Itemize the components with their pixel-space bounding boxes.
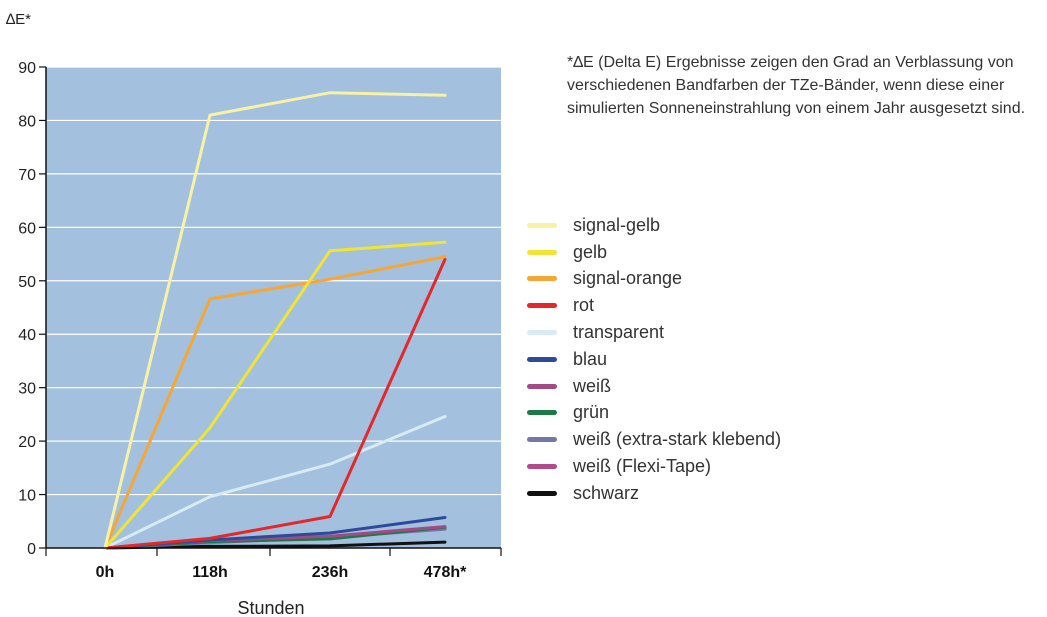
legend-label: schwarz	[573, 482, 640, 503]
y-tick-label: 50	[18, 274, 36, 291]
y-tick-label: 0	[27, 541, 36, 558]
legend-item: signal-orange	[527, 266, 781, 293]
legend-swatch	[527, 437, 557, 443]
y-tick-label: 10	[18, 488, 36, 505]
legend-item: weiß (Flexi-Tape)	[527, 453, 781, 480]
series-line-gelb	[103, 240, 447, 550]
x-tick-label: 236h	[312, 564, 348, 581]
legend-swatch	[527, 276, 557, 282]
x-tick-label: 118h	[192, 564, 228, 581]
gridlines	[46, 66, 501, 496]
x-ticks: 0h 118h 236h 478h*	[45, 548, 502, 581]
legend-label: transparent	[573, 322, 665, 343]
legend-swatch	[527, 356, 557, 362]
legend-item: weiß (extra-stark klebend)	[527, 426, 781, 453]
x-tick-label: 0h	[96, 564, 115, 581]
x-tick-label: 478h*	[424, 564, 467, 581]
series-line-rot	[103, 257, 447, 550]
legend-label: weiß (extra-stark klebend)	[573, 429, 782, 450]
legend-label: blau	[573, 348, 608, 369]
y-tick-label: 90	[18, 60, 36, 77]
legend-item: transparent	[527, 319, 781, 346]
series-lines	[103, 91, 447, 550]
legend-label: signal-gelb	[573, 214, 661, 235]
y-tick-label: 80	[18, 113, 36, 130]
y-axis-label: ∆E*	[6, 11, 31, 28]
legend-item: blau	[527, 346, 781, 373]
legend-label: grün	[573, 402, 610, 423]
y-tick-label: 30	[18, 381, 36, 398]
legend-swatch	[527, 464, 557, 470]
legend-item: gelb	[527, 239, 781, 266]
legend-swatch	[527, 490, 557, 496]
series-line-signal-gelb	[103, 91, 447, 550]
series-line-transparent	[103, 415, 447, 550]
legend-item: grün	[527, 400, 781, 427]
legend-item: schwarz	[527, 480, 781, 507]
legend-label: weiß (Flexi-Tape)	[573, 456, 712, 477]
x-axis-label: Stunden	[237, 598, 304, 617]
legend-swatch	[527, 330, 557, 336]
legend-swatch	[527, 249, 557, 255]
y-tick-label: 20	[18, 434, 36, 451]
series-line-schwarz	[103, 540, 447, 550]
y-tick-label: 60	[18, 220, 36, 237]
legend-item: rot	[527, 292, 781, 319]
y-ticks: 0 10 20 30 40 50 60 70 80 90	[18, 60, 46, 558]
legend-label: signal-orange	[573, 268, 683, 289]
delta-e-footnote: *∆E (Delta E) Ergebnisse zeigen den Grad…	[567, 54, 1026, 117]
legend-swatch	[527, 222, 557, 228]
legend-label: weiß	[573, 375, 612, 396]
legend: signal-gelb gelb signal-orange rot transpare…	[527, 212, 781, 507]
plot-background	[46, 67, 501, 548]
legend-swatch	[527, 303, 557, 309]
legend-item: signal-gelb	[527, 212, 781, 239]
y-tick-label: 70	[18, 167, 36, 184]
legend-swatch	[527, 410, 557, 416]
legend-label: gelb	[573, 241, 608, 262]
legend-swatch	[527, 383, 557, 389]
legend-item: weiß	[527, 373, 781, 400]
y-tick-label: 40	[18, 327, 36, 344]
series-line-signal-orange	[103, 255, 447, 550]
legend-label: rot	[573, 295, 595, 316]
